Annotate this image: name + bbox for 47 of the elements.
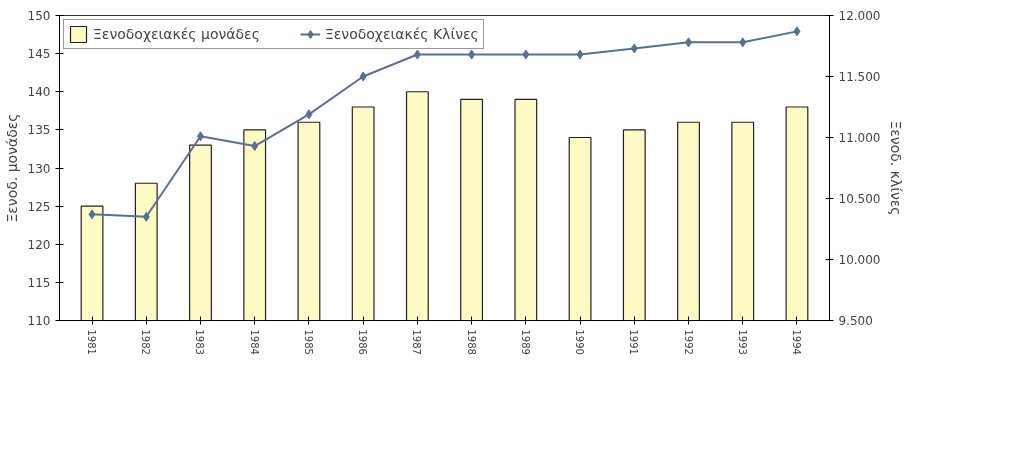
y-tick-label: 110 [27, 314, 51, 328]
x-tick-label: 1993 [736, 329, 748, 355]
y-axis-title: Ξενοδ. μονάδες [3, 113, 20, 223]
point [359, 71, 367, 82]
x-tick-label: 1991 [628, 329, 640, 355]
y-tick-label: 125 [27, 199, 51, 214]
point [685, 37, 693, 48]
y-tick-label: 120 [27, 237, 51, 252]
point [576, 49, 584, 60]
x-tick-label: 1990 [574, 329, 586, 355]
point [88, 209, 96, 220]
point [522, 49, 530, 60]
y2-axis-title: Ξενοδ. κλίνες [888, 120, 905, 216]
x-tick-label: 1983 [194, 329, 206, 355]
y-tick-label: 130 [27, 161, 51, 176]
y-tick-label: 115 [27, 275, 51, 290]
x-tick-label: 1994 [790, 329, 802, 355]
y2-tick-label: 12.000 [838, 9, 881, 23]
point [142, 211, 150, 222]
point [413, 49, 421, 60]
point [630, 43, 638, 54]
y-tick-label: 150 [27, 9, 51, 23]
x-tick-label: 1982 [140, 329, 152, 355]
point [793, 26, 801, 37]
point [739, 37, 747, 48]
point [305, 109, 313, 120]
x-tick-label: 1987 [411, 329, 423, 355]
legend-label: Ξενοδοχειακές Κλίνες [324, 26, 479, 42]
y2-tick-label: 9.500 [838, 314, 873, 328]
y2-tick-label: 10.500 [838, 192, 881, 206]
x-tick-label: 1981 [86, 329, 98, 355]
point [251, 141, 259, 152]
y-tick-label: 145 [27, 47, 51, 62]
point [196, 131, 204, 142]
x-tick-label: 1988 [465, 329, 477, 355]
y-tick-label: 140 [27, 85, 51, 100]
y-tick-label: 135 [27, 123, 51, 138]
x-tick-label: 1984 [248, 329, 260, 355]
x-tick-label: 1986 [357, 329, 369, 355]
y2-tick-label: 10.000 [838, 253, 881, 267]
point [468, 49, 476, 60]
y2-tick-label: 11.500 [838, 70, 881, 84]
x-tick-label: 1985 [302, 329, 314, 355]
x-tick-label: 1989 [519, 329, 531, 355]
x-tick-label: 1992 [682, 329, 694, 355]
y2-tick-label: 11.000 [838, 131, 881, 145]
legend-label: Ξενοδοχειακές μονάδες [93, 26, 260, 42]
